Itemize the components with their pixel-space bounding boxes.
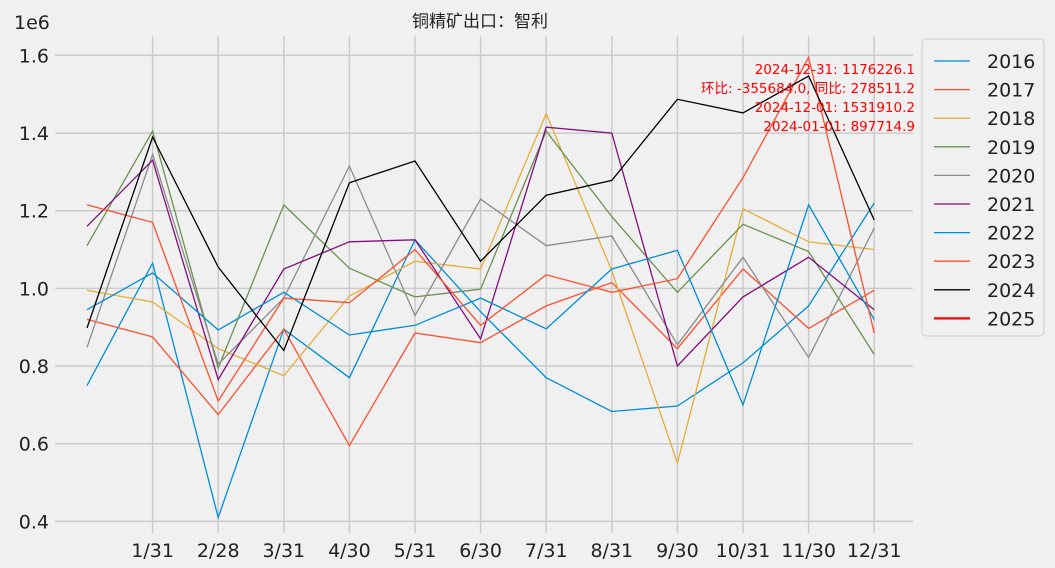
series-line-2019 [86, 129, 875, 371]
y-tick-labels: 0.4 0.6 0.8 1.0 1.2 1.4 1.6 [19, 45, 49, 533]
series-line-2020 [86, 152, 875, 366]
x-tick-label: 9/30 [656, 540, 699, 562]
legend-label-2025: 2025 [987, 308, 1035, 330]
x-tick-label: 12/31 [847, 540, 902, 562]
annotation-text: 2024-12-31: 1176226.1 [755, 62, 915, 78]
annotations: 2024-12-31: 1176226.1 环比: -355684.0, 同比: … [701, 62, 915, 135]
annotation-text: 2024-12-01: 1531910.2 [755, 100, 915, 116]
legend-label-2023: 2023 [987, 251, 1035, 273]
series-line-2023 [86, 55, 875, 403]
series-layer [86, 55, 875, 520]
legend-label-2021: 2021 [987, 194, 1035, 216]
x-tick-label: 6/30 [459, 540, 502, 562]
legend-label-2020: 2020 [987, 165, 1035, 187]
legend-label-2018: 2018 [987, 108, 1035, 130]
series-line-2017 [86, 268, 875, 447]
y-tick-label: 1.4 [19, 123, 49, 145]
legend-label-2022: 2022 [987, 223, 1035, 245]
chart-title: 铜精矿出口：智利 [412, 12, 548, 32]
legend-label-2016: 2016 [987, 51, 1035, 73]
y-tick-label: 1.6 [19, 45, 49, 67]
y-tick-label: 1.0 [19, 278, 49, 300]
plot-background [55, 36, 913, 533]
grid [55, 36, 913, 533]
legend: 2016 2017 2018 2019 2020 2021 2022 2023 2024 2025 [921, 38, 1045, 337]
x-tick-labels: 1/31 2/28 3/31 4/30 5/31 6/30 7/31 8/31 9/30 10/3… [131, 540, 901, 562]
series-line-2021 [86, 126, 875, 382]
y-tick-label: 0.4 [19, 511, 49, 533]
legend-label-2019: 2019 [987, 137, 1035, 159]
y-tick-label: 0.6 [19, 434, 49, 456]
x-tick-label: 11/30 [781, 540, 836, 562]
series-line-2022 [86, 203, 875, 407]
x-tick-label: 2/28 [197, 540, 240, 562]
series-line-2018 [86, 112, 875, 466]
x-tick-label: 5/31 [394, 540, 437, 562]
annotation-text: 环比: -355684.0, 同比: 278511.2 [701, 81, 915, 97]
legend-label-2024: 2024 [987, 280, 1035, 302]
y-scale-label: 1e6 [14, 12, 50, 34]
x-tick-label: 7/31 [525, 540, 568, 562]
x-tick-label: 10/31 [716, 540, 771, 562]
y-tick-label: 0.8 [19, 356, 49, 378]
x-tick-label: 4/30 [328, 540, 371, 562]
x-tick-label: 8/31 [590, 540, 633, 562]
x-tick-label: 1/31 [131, 540, 174, 562]
legend-label-2017: 2017 [987, 80, 1035, 102]
series-line-2016 [86, 202, 875, 520]
annotation-text: 2024-01-01: 897714.9 [763, 119, 915, 135]
y-tick-label: 1.2 [19, 201, 49, 223]
x-tick-label: 3/31 [262, 540, 305, 562]
series-line-2024 [86, 75, 875, 352]
